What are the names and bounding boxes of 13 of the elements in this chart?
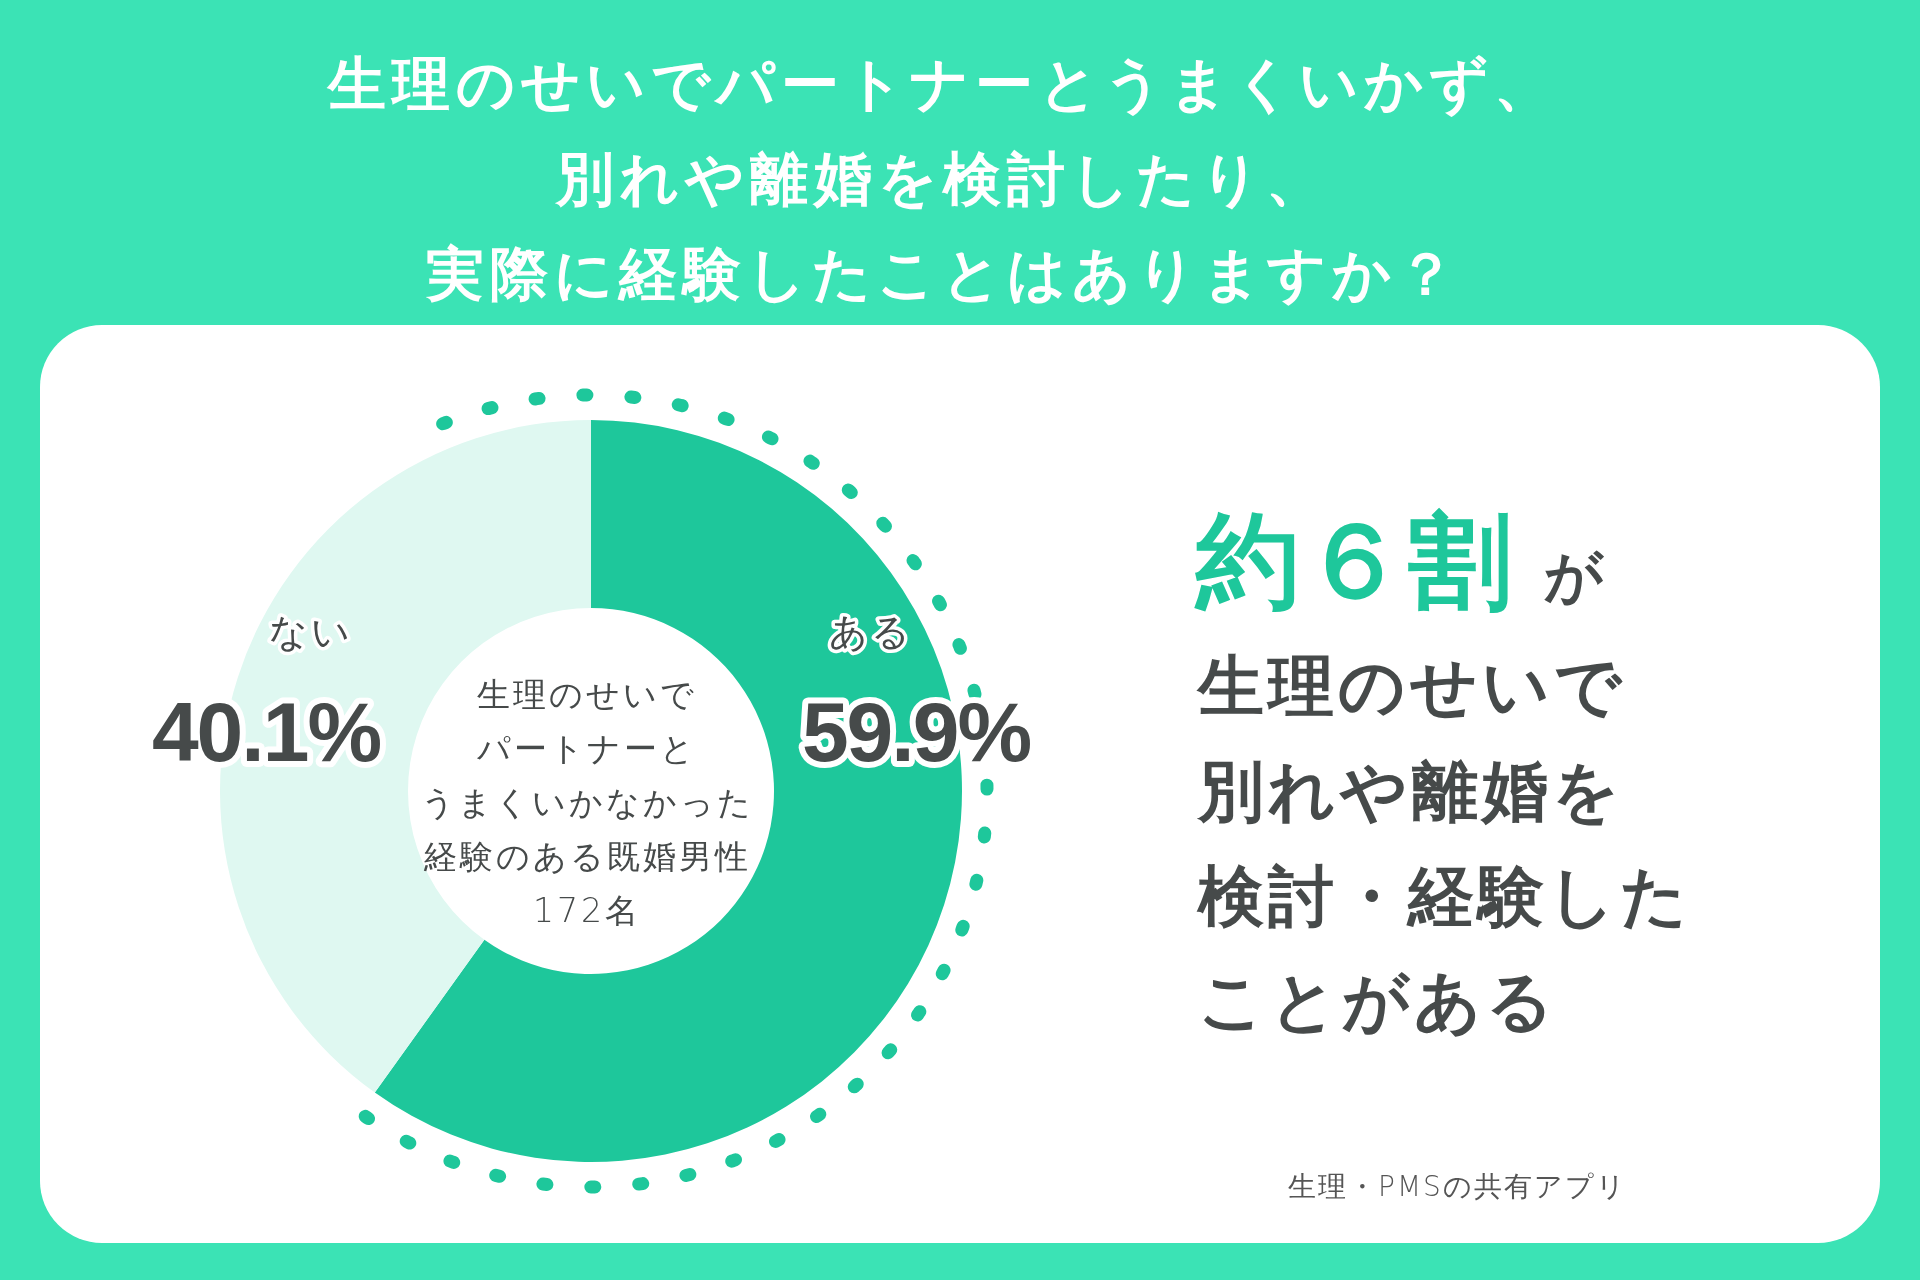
title: 生理のせいでパートナーとうまくいかず、別れや離婚を検討したり、実際に経験したことはありますか？: [328, 50, 1558, 308]
annotation: うまくいかなかった: [420, 782, 754, 822]
annotation: ことがある: [1198, 962, 1558, 1040]
annotation: が: [1544, 542, 1603, 610]
annotation: 経験のある既婚男性: [423, 836, 751, 876]
annotation: 生理のせいで: [477, 674, 697, 714]
annotation: 生理・PMSの共有アプリ: [1288, 1169, 1627, 1203]
annotation: 172名: [533, 890, 641, 930]
annotation: 検討・経験した: [1198, 857, 1692, 935]
annotation: 別れや離婚を: [1198, 752, 1624, 830]
annotation: パートナーと: [477, 728, 697, 768]
annotation: 約６割: [1196, 500, 1514, 622]
annotation: 生理のせいで: [1198, 647, 1626, 725]
